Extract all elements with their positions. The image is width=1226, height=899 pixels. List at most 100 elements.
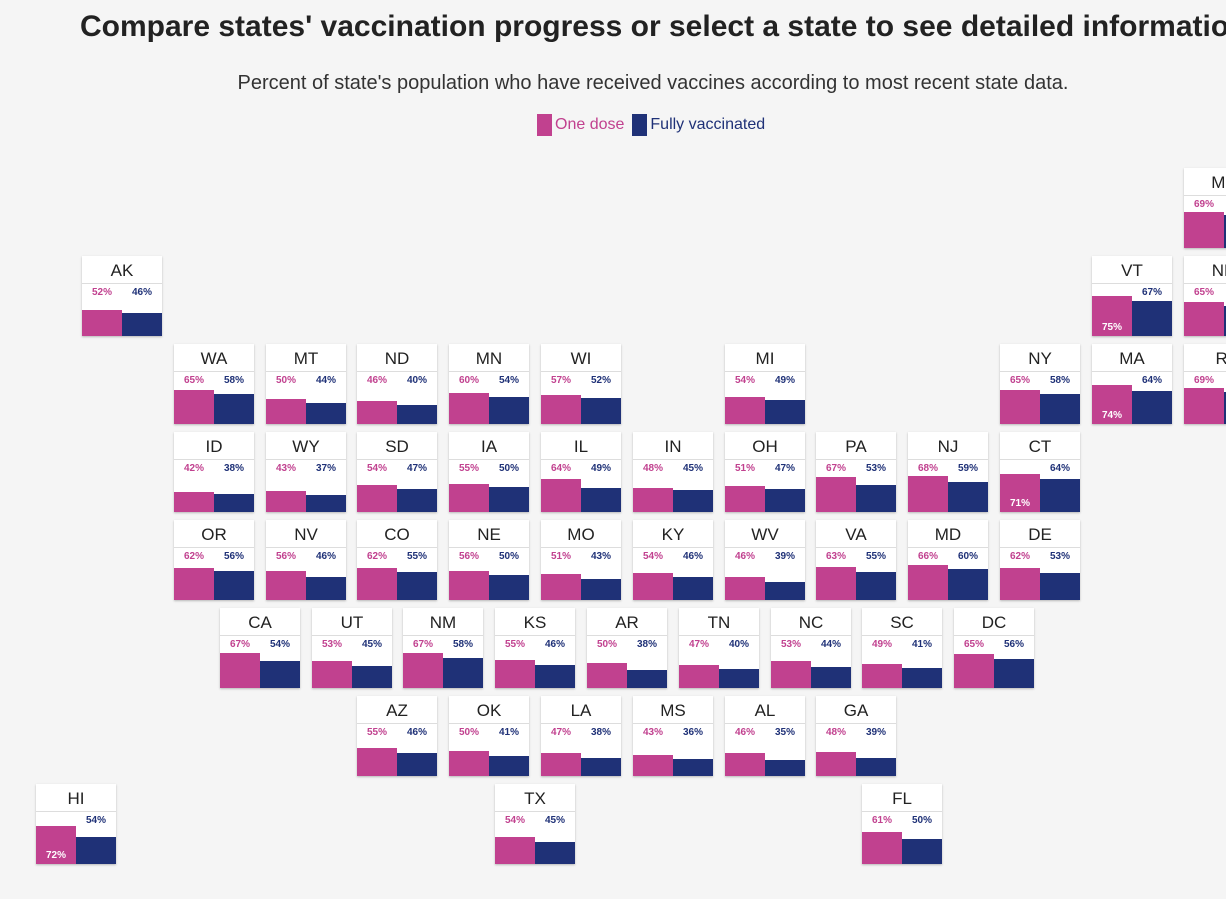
state-tile-sc[interactable]: SC 49% 41% <box>862 608 942 688</box>
state-tile-ga[interactable]: GA 48% 39% <box>816 696 896 776</box>
state-tile-ca[interactable]: CA 67% 54% <box>220 608 300 688</box>
state-abbr: OH <box>752 437 778 456</box>
state-abbr: AZ <box>386 701 408 720</box>
state-abbr: IA <box>480 437 498 456</box>
state-tile-wy[interactable]: WY 43% 37% <box>266 432 346 512</box>
state-tile-mt[interactable]: MT 50% 44% <box>266 344 346 424</box>
bar-fully-vaccinated <box>811 667 851 688</box>
state-abbr: PA <box>845 437 867 456</box>
data-label-fully-vaccinated: 67% <box>1141 287 1162 298</box>
data-label-fully-vaccinated: 36% <box>682 727 703 738</box>
bar-one-dose <box>357 748 397 776</box>
bar-one-dose <box>725 397 765 424</box>
bar-fully-vaccinated <box>581 758 621 776</box>
tile-divider <box>862 811 942 812</box>
state-tile-hi[interactable]: HI 72% 54% <box>36 784 116 864</box>
tile-divider <box>82 283 162 284</box>
data-label-fully-vaccinated: 44% <box>820 639 841 650</box>
state-tile-nc[interactable]: NC 53% 44% <box>771 608 851 688</box>
data-label-fully-vaccinated: 45% <box>682 463 703 474</box>
state-abbr: MT <box>293 349 319 368</box>
state-abbr: WA <box>200 349 228 368</box>
tile-divider <box>266 371 346 372</box>
state-tile-ks[interactable]: KS 55% 46% <box>495 608 575 688</box>
tile-divider <box>1092 283 1172 284</box>
state-abbr: MS <box>660 701 686 720</box>
state-tile-pa[interactable]: PA 67% 53% <box>816 432 896 512</box>
data-label-fully-vaccinated: 46% <box>544 639 565 650</box>
state-tile-nd[interactable]: ND 46% 40% <box>357 344 437 424</box>
data-label-fully-vaccinated: 60% <box>957 551 978 562</box>
state-tile-in[interactable]: IN 48% 45% <box>633 432 713 512</box>
state-tile-ct[interactable]: CT 71% 64% <box>1000 432 1080 512</box>
data-label-fully-vaccinated: 44% <box>315 375 336 386</box>
tile-divider <box>633 547 713 548</box>
state-tile-de[interactable]: DE 62% 53% <box>1000 520 1080 600</box>
state-abbr: AR <box>615 613 639 632</box>
tile-divider <box>1000 371 1080 372</box>
data-label-one-dose: 66% <box>917 551 938 562</box>
state-tile-mo[interactable]: MO 51% 43% <box>541 520 621 600</box>
state-tile-fl[interactable]: FL 61% 50% <box>862 784 942 864</box>
state-tile-il[interactable]: IL 64% 49% <box>541 432 621 512</box>
bar-one-dose <box>495 660 535 688</box>
state-tile-ny[interactable]: NY 65% 58% <box>1000 344 1080 424</box>
data-label-fully-vaccinated: 47% <box>406 463 427 474</box>
state-tile-oh[interactable]: OH 51% 47% <box>725 432 805 512</box>
tile-divider <box>403 635 483 636</box>
state-tile-nj[interactable]: NJ 68% 59% <box>908 432 988 512</box>
state-tile-mn[interactable]: MN 60% 54% <box>449 344 529 424</box>
bar-fully-vaccinated <box>856 758 896 776</box>
state-tile-tx[interactable]: TX 54% 45% <box>495 784 575 864</box>
state-tile-va[interactable]: VA 63% 55% <box>816 520 896 600</box>
data-label-one-dose: 43% <box>642 727 663 738</box>
data-label-fully-vaccinated: 55% <box>865 551 886 562</box>
state-tile-dc[interactable]: DC 65% 56% <box>954 608 1034 688</box>
state-abbr: MI <box>755 349 775 368</box>
bar-one-dose <box>312 661 352 688</box>
state-tile-me[interactable]: ME69%64% <box>1184 168 1226 248</box>
state-tile-vt[interactable]: VT 75% 67% <box>1092 256 1172 336</box>
state-tile-ms[interactable]: MS 43% 36% <box>633 696 713 776</box>
data-label-one-dose: 42% <box>183 463 204 474</box>
data-label-fully-vaccinated: 43% <box>590 551 611 562</box>
state-tile-ok[interactable]: OK 50% 41% <box>449 696 529 776</box>
state-tile-or[interactable]: OR 62% 56% <box>174 520 254 600</box>
tile-divider <box>725 547 805 548</box>
state-tile-la[interactable]: LA 47% 38% <box>541 696 621 776</box>
state-abbr: WI <box>570 349 592 368</box>
data-label-one-dose: 50% <box>275 375 296 386</box>
bar-one-dose <box>1184 302 1224 336</box>
state-tile-wa[interactable]: WA 65% 58% <box>174 344 254 424</box>
state-tile-ar[interactable]: AR 50% 38% <box>587 608 667 688</box>
state-tile-mi[interactable]: MI 54% 49% <box>725 344 805 424</box>
state-tile-tn[interactable]: TN 47% 40% <box>679 608 759 688</box>
bar-one-dose <box>587 663 627 688</box>
state-tile-ky[interactable]: KY 54% 46% <box>633 520 713 600</box>
state-tile-wi[interactable]: WI 57% 52% <box>541 344 621 424</box>
tile-divider <box>908 459 988 460</box>
state-tile-ri[interactable]: RI69%62% <box>1184 344 1226 424</box>
state-tile-md[interactable]: MD 66% 60% <box>908 520 988 600</box>
state-tile-az[interactable]: AZ 55% 46% <box>357 696 437 776</box>
bar-one-dose <box>954 654 994 688</box>
bar-fully-vaccinated <box>765 400 805 424</box>
tile-divider <box>449 723 529 724</box>
tile-divider <box>908 547 988 548</box>
state-tile-co[interactable]: CO 62% 55% <box>357 520 437 600</box>
state-tile-nm[interactable]: NM 67% 58% <box>403 608 483 688</box>
state-tile-id[interactable]: ID 42% 38% <box>174 432 254 512</box>
state-tile-al[interactable]: AL 46% 35% <box>725 696 805 776</box>
state-tile-ne[interactable]: NE 56% 50% <box>449 520 529 600</box>
state-tile-ak[interactable]: AK 52% 46% <box>82 256 162 336</box>
data-label-one-dose: 55% <box>504 639 525 650</box>
state-tile-nv[interactable]: NV 56% 46% <box>266 520 346 600</box>
tile-divider <box>816 723 896 724</box>
state-abbr: CA <box>248 613 272 632</box>
state-tile-nh[interactable]: NH65%58% <box>1184 256 1226 336</box>
state-tile-sd[interactable]: SD 54% 47% <box>357 432 437 512</box>
state-tile-wv[interactable]: WV 46% 39% <box>725 520 805 600</box>
state-tile-ma[interactable]: MA 74% 64% <box>1092 344 1172 424</box>
state-tile-ut[interactable]: UT 53% 45% <box>312 608 392 688</box>
state-tile-ia[interactable]: IA 55% 50% <box>449 432 529 512</box>
